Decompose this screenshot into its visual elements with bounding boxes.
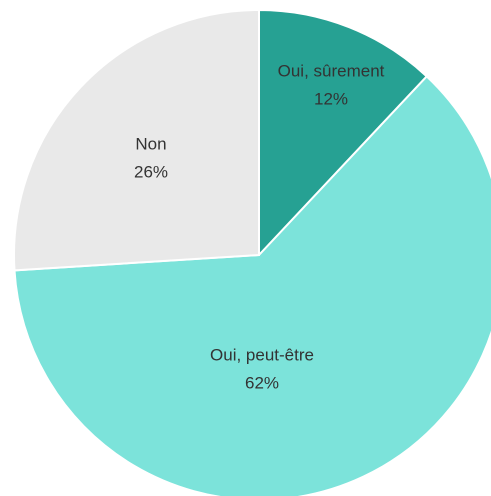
slice-value-label: 26% [134, 162, 168, 181]
slice-label: Oui, sûrement [278, 61, 385, 80]
slice-value-label: 62% [245, 373, 279, 392]
pie-slice [13, 8, 260, 272]
slice-label: Non [135, 134, 166, 153]
slice-value-label: 12% [314, 89, 348, 108]
slice-label: Oui, peut-être [210, 345, 314, 364]
pie-slice [13, 74, 491, 496]
pie-slice [258, 8, 429, 258]
